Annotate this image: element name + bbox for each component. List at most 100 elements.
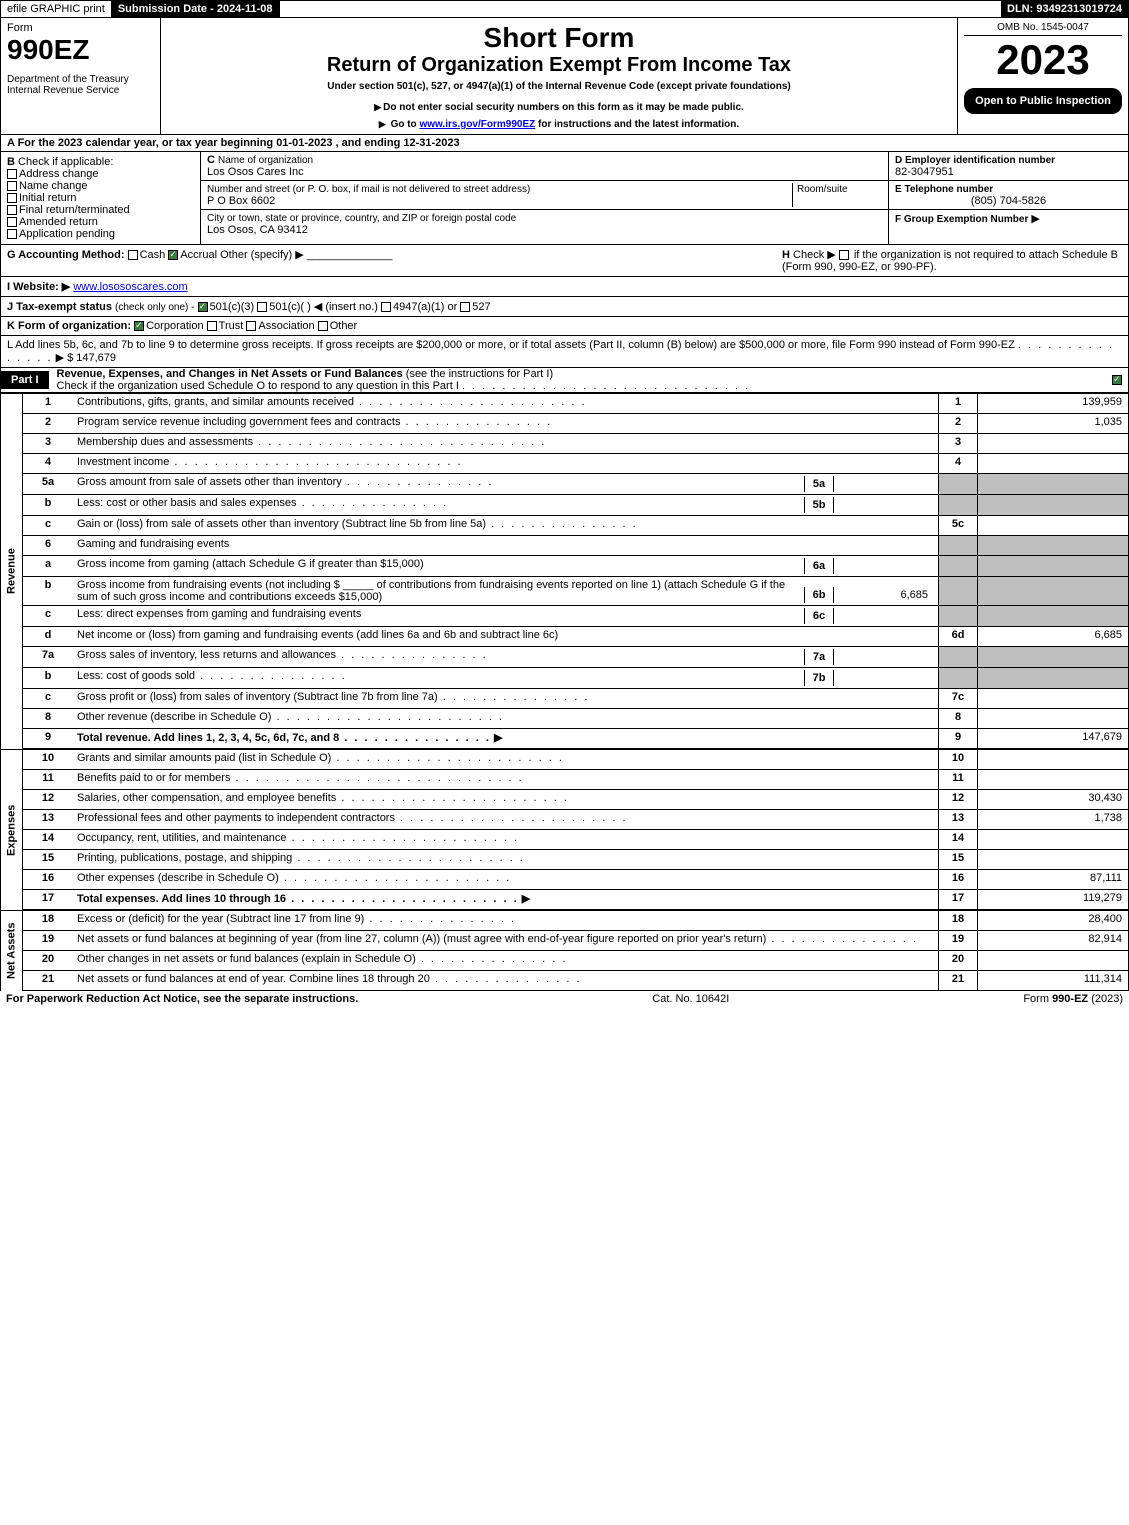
line-1-value: 139,959: [978, 394, 1128, 413]
phone-value: (805) 704-5826: [895, 195, 1122, 207]
opt-amended-return: Amended return: [19, 216, 98, 228]
form-org-label: K Form of organization:: [7, 320, 131, 332]
app-pending-checkbox[interactable]: [7, 229, 17, 239]
org-address: P O Box 6602: [207, 195, 275, 207]
line-14-value: [978, 830, 1128, 849]
omb-number: OMB No. 1545-0047: [964, 22, 1122, 36]
org-name-label: Name of organization: [218, 155, 313, 166]
line-10: 10Grants and similar amounts paid (list …: [22, 750, 1129, 770]
revenue-section: Revenue 1Contributions, gifts, grants, a…: [0, 393, 1129, 749]
501c-checkbox[interactable]: [257, 302, 267, 312]
addr-change-checkbox[interactable]: [7, 169, 17, 179]
cash-label: Cash: [140, 249, 166, 261]
line-20: 20Other changes in net assets or fund ba…: [22, 951, 1129, 971]
tax-exempt-label: J Tax-exempt status: [7, 301, 112, 313]
phone-label: E Telephone number: [895, 184, 993, 195]
form-note2-link[interactable]: www.irs.gov/Form990EZ: [419, 119, 535, 130]
line-13: 13Professional fees and other payments t…: [22, 810, 1129, 830]
line-3: 3Membership dues and assessments3: [22, 434, 1129, 454]
trust-label: Trust: [219, 320, 244, 332]
line-1: 1Contributions, gifts, grants, and simil…: [22, 394, 1129, 414]
trust-checkbox[interactable]: [207, 321, 217, 331]
line-18-value: 28,400: [978, 911, 1128, 930]
info-block: B Check if applicable: Address change Na…: [0, 152, 1129, 245]
line-7b: bLess: cost of goods sold7b: [22, 668, 1129, 689]
4947-checkbox[interactable]: [381, 302, 391, 312]
line-6a: aGross income from gaming (attach Schedu…: [22, 556, 1129, 577]
line-4: 4Investment income4: [22, 454, 1129, 474]
501c3-label: 501(c)(3): [210, 301, 255, 313]
tax-year: 2023: [964, 36, 1122, 84]
line-3-value: [978, 434, 1128, 453]
footer-right: Form 990-EZ (2023): [1023, 993, 1123, 1005]
schedule-o-checkbox[interactable]: [1112, 375, 1122, 385]
addr-label: Number and street (or P. O. box, if mail…: [207, 184, 530, 195]
line-9: 9Total revenue. Add lines 1, 2, 3, 4, 5c…: [22, 729, 1129, 749]
form-number: 990EZ: [7, 34, 154, 66]
footer-left: For Paperwork Reduction Act Notice, see …: [6, 993, 358, 1005]
initial-return-checkbox[interactable]: [7, 193, 17, 203]
page-footer: For Paperwork Reduction Act Notice, see …: [0, 991, 1129, 1007]
assoc-checkbox[interactable]: [246, 321, 256, 331]
section-b-check-label: Check if applicable:: [18, 156, 113, 168]
line-6d: dNet income or (loss) from gaming and fu…: [22, 627, 1129, 647]
line-8: 8Other revenue (describe in Schedule O)8: [22, 709, 1129, 729]
other-org-checkbox[interactable]: [318, 321, 328, 331]
group-exemption-label: F Group Exemption Number: [895, 214, 1028, 225]
527-checkbox[interactable]: [460, 302, 470, 312]
ein-label: D Employer identification number: [895, 155, 1055, 166]
name-change-checkbox[interactable]: [7, 181, 17, 191]
other-method-label: Other (specify) ▶: [220, 249, 304, 261]
line-5c: cGain or (loss) from sale of assets othe…: [22, 516, 1129, 536]
line-7c: cGross profit or (loss) from sales of in…: [22, 689, 1129, 709]
group-exemption-arrow: ▶: [1031, 213, 1039, 225]
section-b-label: B: [7, 156, 15, 168]
line-18: 18Excess or (deficit) for the year (Subt…: [22, 911, 1129, 931]
row-l-text: L Add lines 5b, 6c, and 7b to line 9 to …: [7, 339, 1015, 351]
accrual-label: Accrual: [180, 249, 217, 261]
org-name: Los Osos Cares Inc: [207, 166, 304, 178]
website-link[interactable]: www.losososcares.com: [73, 281, 187, 293]
line-20-value: [978, 951, 1128, 970]
accounting-method-label: G Accounting Method:: [7, 249, 125, 261]
line-7a: 7aGross sales of inventory, less returns…: [22, 647, 1129, 668]
section-h-check-text: Check ▶: [793, 249, 836, 261]
part1-check-text: Check if the organization used Schedule …: [57, 380, 459, 392]
form-note2-tail: for instructions and the latest informat…: [538, 119, 739, 130]
part1-label: Part I: [1, 371, 49, 389]
form-subtitle: Return of Organization Exempt From Incom…: [167, 54, 951, 77]
line-6: 6Gaming and fundraising events: [22, 536, 1129, 556]
row-j: J Tax-exempt status (check only one) - 5…: [0, 297, 1129, 317]
line-2: 2Program service revenue including gover…: [22, 414, 1129, 434]
501c-label: 501(c)( ) ◀ (insert no.): [269, 301, 378, 313]
part1-hint: (see the instructions for Part I): [406, 368, 553, 380]
line-6d-value: 6,685: [978, 627, 1128, 646]
final-return-checkbox[interactable]: [7, 205, 17, 215]
corp-checkbox[interactable]: [134, 321, 144, 331]
501c3-checkbox[interactable]: [198, 302, 208, 312]
opt-name-change: Name change: [19, 180, 88, 192]
line-11-value: [978, 770, 1128, 789]
row-l-value: $ 147,679: [67, 352, 116, 364]
form-title: Short Form: [167, 22, 951, 54]
amended-return-checkbox[interactable]: [7, 217, 17, 227]
accrual-checkbox[interactable]: [168, 250, 178, 260]
cash-checkbox[interactable]: [128, 250, 138, 260]
line-14: 14Occupancy, rent, utilities, and mainte…: [22, 830, 1129, 850]
part1-header: Part I Revenue, Expenses, and Changes in…: [0, 368, 1129, 393]
expenses-vlabel: Expenses: [0, 750, 22, 910]
tax-exempt-hint: (check only one) -: [115, 302, 194, 313]
opt-app-pending: Application pending: [19, 228, 115, 240]
form-label: Form: [7, 22, 154, 34]
top-bar: efile GRAPHIC print Submission Date - 20…: [0, 0, 1129, 18]
city-label: City or town, state or province, country…: [207, 213, 516, 224]
opt-initial-return: Initial return: [19, 192, 76, 204]
schedule-b-checkbox[interactable]: [839, 250, 849, 260]
netassets-vlabel: Net Assets: [0, 911, 22, 991]
line-4-value: [978, 454, 1128, 473]
line-15-value: [978, 850, 1128, 869]
line-13-value: 1,738: [978, 810, 1128, 829]
line-5b: bLess: cost or other basis and sales exp…: [22, 495, 1129, 516]
netassets-section: Net Assets 18Excess or (deficit) for the…: [0, 910, 1129, 991]
assoc-label: Association: [258, 320, 314, 332]
